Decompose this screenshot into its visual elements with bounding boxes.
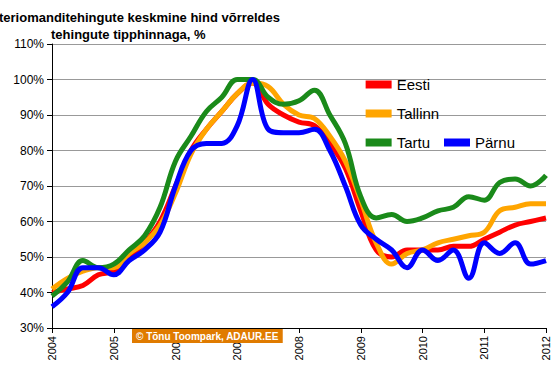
svg-text:2010: 2010 xyxy=(417,336,429,360)
svg-text:60%: 60% xyxy=(20,215,44,229)
svg-text:Tartu: Tartu xyxy=(397,134,430,151)
svg-text:2004: 2004 xyxy=(46,336,58,360)
svg-text:80%: 80% xyxy=(20,144,44,158)
svg-text:Eesti: Eesti xyxy=(397,76,430,93)
svg-text:2007: 2007 xyxy=(231,336,244,361)
svg-text:© Tõnu Toompark, ADAUR.EE: © Tõnu Toompark, ADAUR.EE xyxy=(136,331,279,342)
svg-text:2009: 2009 xyxy=(355,336,367,360)
svg-text:100%: 100% xyxy=(13,73,44,87)
svg-text:110%: 110% xyxy=(14,37,44,51)
svg-text:90%: 90% xyxy=(20,108,44,122)
svg-text:30%: 30% xyxy=(20,321,44,335)
svg-text:2006: 2006 xyxy=(169,336,182,361)
svg-text:2012: 2012 xyxy=(540,336,552,360)
svg-text:Korteriomanditehingute keskmin: Korteriomanditehingute keskmine hind võr… xyxy=(0,10,280,25)
svg-text:70%: 70% xyxy=(20,179,44,193)
svg-text:tehingute tipphinnaga, %: tehingute tipphinnaga, % xyxy=(51,27,206,42)
svg-text:50%: 50% xyxy=(20,250,44,264)
svg-text:2005: 2005 xyxy=(108,336,120,360)
svg-text:40%: 40% xyxy=(20,286,44,300)
svg-text:Pärnu: Pärnu xyxy=(475,134,515,151)
svg-text:2008: 2008 xyxy=(293,336,305,360)
svg-text:Tallinn: Tallinn xyxy=(397,105,440,122)
svg-text:2011: 2011 xyxy=(478,336,490,360)
